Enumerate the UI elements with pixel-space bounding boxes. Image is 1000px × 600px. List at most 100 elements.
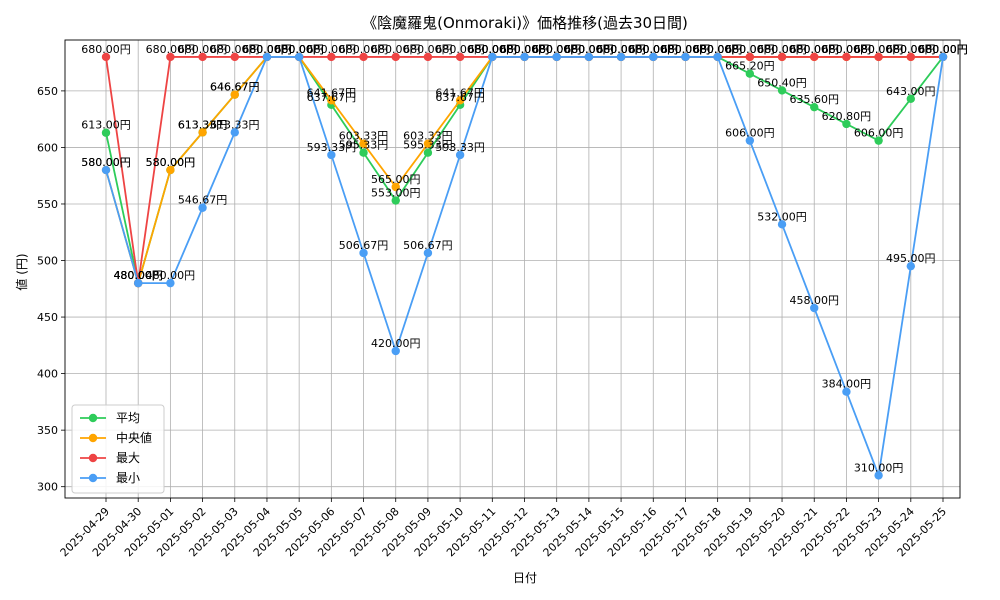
data-point <box>391 52 400 62</box>
data-label: 680.00円 <box>661 43 711 56</box>
y-tick-label: 400 <box>37 368 58 381</box>
data-label: 680.00円 <box>596 43 646 56</box>
data-label: 480.00円 <box>113 269 163 282</box>
data-point <box>713 52 722 62</box>
y-tick-label: 500 <box>37 255 58 268</box>
legend-swatch-marker <box>88 473 98 483</box>
data-point <box>906 52 916 62</box>
data-label: 680.00円 <box>564 43 614 56</box>
chart-title: 《陰魔羅鬼(Onmoraki)》価格推移(過去30日間) <box>362 14 688 32</box>
data-label: 680.00円 <box>468 43 518 56</box>
data-label: 680.00円 <box>629 43 679 56</box>
data-label: 506.67円 <box>339 239 389 252</box>
data-label: 553.00円 <box>371 187 421 200</box>
data-label: 680.00円 <box>854 43 904 56</box>
data-label: 613.33円 <box>178 118 228 131</box>
data-label: 680.00円 <box>693 43 743 56</box>
data-label: 680.00円 <box>242 43 292 56</box>
data-point <box>874 471 883 480</box>
data-label: 593.33円 <box>307 141 357 154</box>
data-label: 565.00円 <box>371 173 421 186</box>
data-label: 637.67円 <box>307 91 357 104</box>
data-point <box>488 52 497 62</box>
data-point <box>455 52 465 62</box>
data-label: 603.33円 <box>403 130 453 143</box>
data-label: 580.00円 <box>146 156 196 169</box>
grid-layer <box>65 40 960 498</box>
data-label: 680.00円 <box>371 43 421 56</box>
data-point <box>101 52 111 62</box>
data-label: 680.00円 <box>178 43 228 56</box>
data-point <box>327 52 336 62</box>
data-point <box>842 119 851 129</box>
data-point <box>874 52 883 62</box>
data-point <box>423 52 433 62</box>
data-label: 680.00円 <box>886 43 936 56</box>
y-tick-label: 450 <box>37 311 58 324</box>
data-label: 680.00円 <box>500 43 550 56</box>
data-label: 613.33円 <box>178 118 228 131</box>
data-label: 680.00円 <box>500 43 550 56</box>
data-point <box>230 128 239 137</box>
data-point <box>101 128 111 137</box>
legend-entry: 平均 <box>116 411 140 425</box>
data-point <box>423 248 433 258</box>
data-label: 680.00円 <box>854 43 904 56</box>
data-label: 680.00円 <box>918 43 968 56</box>
data-label: 546.67円 <box>178 194 228 207</box>
data-point <box>906 261 916 271</box>
data-label: 646.67円 <box>210 81 260 94</box>
data-point <box>777 220 787 229</box>
data-label: 680.00円 <box>564 43 614 56</box>
data-label: 480.00円 <box>113 269 163 282</box>
data-label: 641.67円 <box>435 86 485 99</box>
data-point <box>906 94 916 104</box>
data-point <box>649 52 658 62</box>
data-label: 680.00円 <box>693 43 743 56</box>
legend-entry: 最小 <box>116 471 140 485</box>
data-label: 480.00円 <box>113 269 163 282</box>
data-label: 680.00円 <box>146 43 196 56</box>
data-label: 680.00円 <box>661 43 711 56</box>
data-label: 680.00円 <box>532 43 582 56</box>
data-label: 680.00円 <box>468 43 518 56</box>
data-label: 650.40円 <box>757 76 807 89</box>
y-tick-label: 300 <box>37 481 58 494</box>
data-label: 620.80円 <box>822 110 872 123</box>
data-point <box>810 102 819 112</box>
data-point <box>455 150 465 160</box>
data-point <box>874 136 883 145</box>
y-tick-label: 650 <box>37 85 58 98</box>
data-label: 680.00円 <box>725 43 775 56</box>
data-label: 480.00円 <box>146 269 196 282</box>
data-point <box>423 139 433 148</box>
data-point <box>520 52 529 62</box>
legend-entry: 中央値 <box>116 430 152 445</box>
data-label: 420.00円 <box>371 337 421 350</box>
data-point <box>745 69 755 78</box>
data-point <box>938 52 948 62</box>
data-point <box>166 278 175 288</box>
data-point <box>423 148 433 157</box>
data-point <box>681 52 690 62</box>
data-label: 580.00円 <box>146 156 196 169</box>
data-label: 384.00円 <box>822 378 872 391</box>
legend-swatch-marker <box>88 453 98 463</box>
data-label: 680.00円 <box>789 43 839 56</box>
data-point <box>133 278 143 288</box>
data-label: 680.00円 <box>661 43 711 56</box>
data-label: 637.67円 <box>435 91 485 104</box>
data-point <box>455 96 465 105</box>
data-label: 680.00円 <box>532 43 582 56</box>
data-label: 680.00円 <box>468 43 518 56</box>
data-label: 680.00円 <box>757 43 807 56</box>
data-label: 680.00円 <box>242 43 292 56</box>
data-point <box>359 248 368 258</box>
x-axis-label: 日付 <box>513 571 537 585</box>
data-point <box>359 148 368 157</box>
data-label: 646.67円 <box>210 81 260 94</box>
data-label: 680.00円 <box>500 43 550 56</box>
plot-frame <box>64 39 961 499</box>
data-label: 595.33円 <box>339 139 389 152</box>
